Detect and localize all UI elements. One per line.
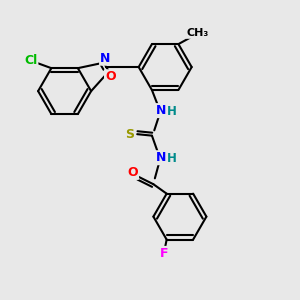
Text: H: H xyxy=(167,105,177,118)
Text: N: N xyxy=(156,151,166,164)
Text: N: N xyxy=(100,52,110,65)
Text: S: S xyxy=(125,128,134,141)
Text: N: N xyxy=(156,104,166,117)
Text: CH₃: CH₃ xyxy=(186,28,209,38)
Text: Cl: Cl xyxy=(24,54,38,67)
Text: F: F xyxy=(160,247,169,260)
Text: H: H xyxy=(167,152,177,165)
Text: O: O xyxy=(128,166,138,179)
Text: O: O xyxy=(105,70,116,83)
